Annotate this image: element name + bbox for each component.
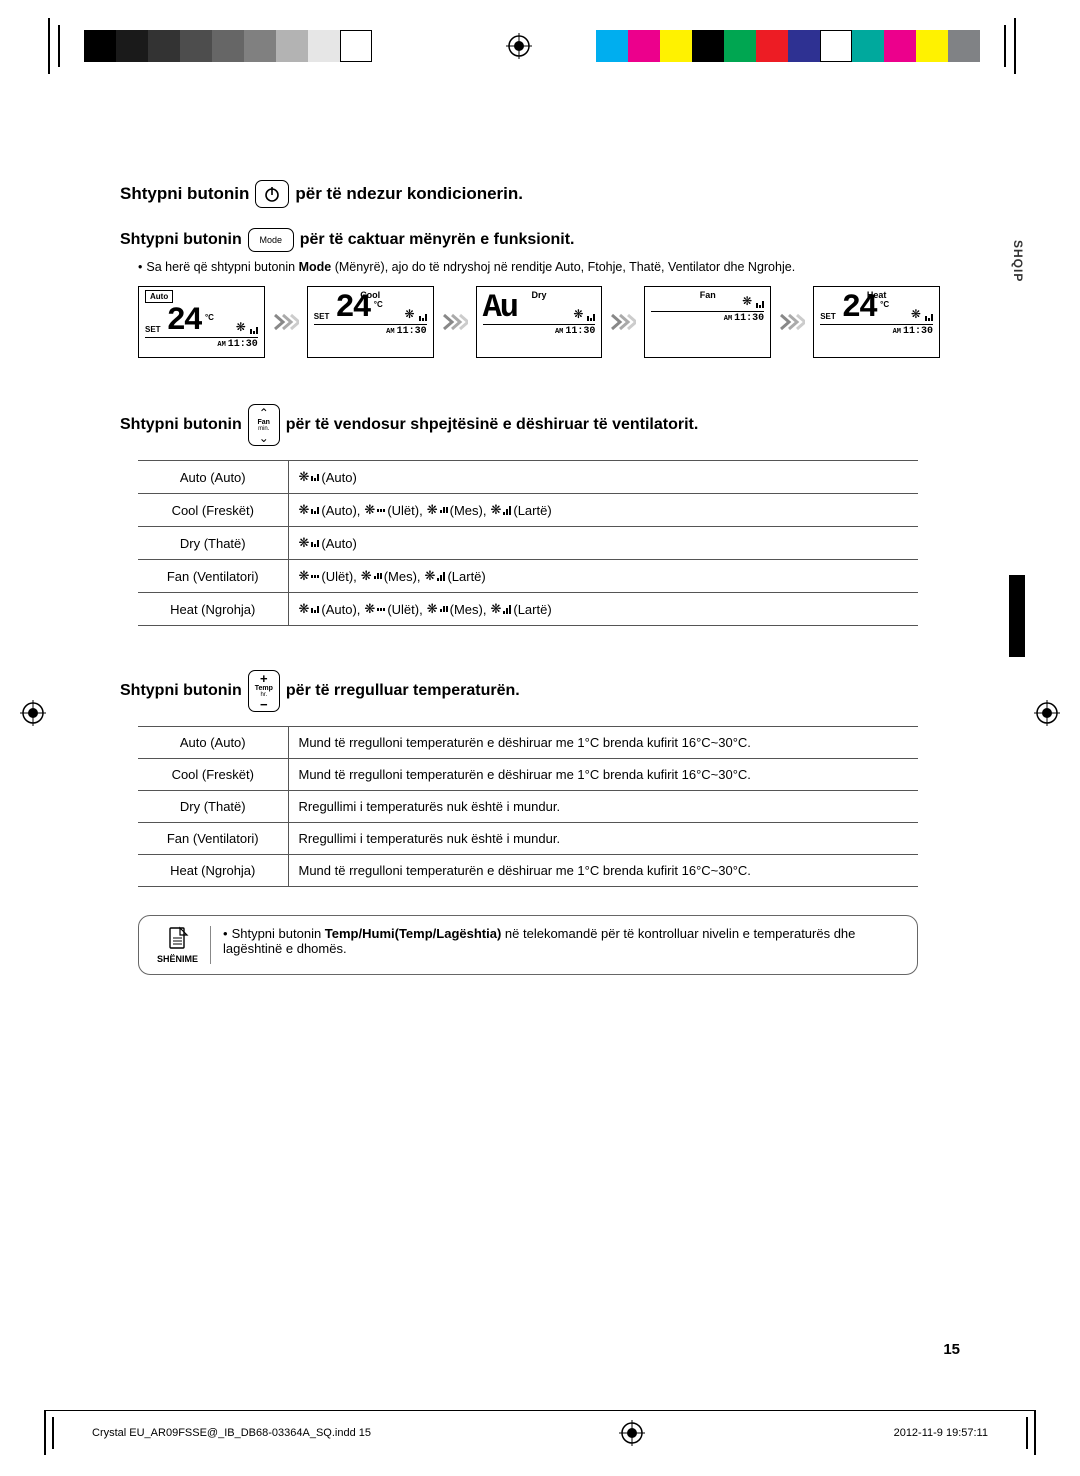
footer-timestamp: 2012-11-9 19:57:11 bbox=[894, 1427, 988, 1439]
text: Shtypni butonin bbox=[120, 416, 242, 434]
power-button-icon bbox=[255, 180, 289, 208]
printer-color-bar bbox=[44, 18, 1036, 74]
footer-filename: Crystal EU_AR09FSSE@_IB_DB68-03364A_SQ.i… bbox=[92, 1427, 371, 1439]
arrow-icon bbox=[273, 309, 299, 335]
fan-button-icon: ⌃ Fan min. ⌄ bbox=[248, 404, 280, 446]
language-tab: SHQIP bbox=[1011, 240, 1025, 282]
mode-button-icon: Mode bbox=[248, 228, 294, 252]
arrow-icon bbox=[442, 309, 468, 335]
note-body: •Shtypni butonin Temp/Humi(Temp/Lagështi… bbox=[223, 926, 903, 964]
temp-label: Temp bbox=[255, 685, 273, 692]
table-row: Dry (Thatë)Rregullimi i temperaturës nuk… bbox=[138, 791, 918, 823]
table-row: Auto (Auto)Mund të rregulloni temperatur… bbox=[138, 727, 918, 759]
text: Shtypni butonin bbox=[120, 184, 249, 204]
temp-button-icon: + Temp hr. − bbox=[248, 670, 280, 712]
instruction-temp: Shtypni butonin + Temp hr. − për të rreg… bbox=[120, 670, 940, 712]
instruction-mode-detail: •Sa herë që shtypni butonin Mode (Mënyrë… bbox=[138, 260, 940, 274]
arrow-icon bbox=[779, 309, 805, 335]
table-row: Cool (Freskët)❋ (Auto),❋ (Ulët),❋ (Mes),… bbox=[138, 494, 918, 527]
mode-panel-dry: DryAu❋ AM11:30 bbox=[476, 286, 603, 358]
text: për të vendosur shpejtësinë e dëshiruar … bbox=[286, 416, 699, 434]
note-icon: SHËNIME bbox=[153, 926, 211, 964]
instruction-mode: Shtypni butonin Mode për të caktuar mëny… bbox=[120, 228, 940, 252]
note-box: SHËNIME •Shtypni butonin Temp/Humi(Temp/… bbox=[138, 915, 918, 975]
text: Shtypni butonin bbox=[120, 682, 242, 700]
instruction-fan: Shtypni butonin ⌃ Fan min. ⌄ për të vend… bbox=[120, 404, 940, 446]
mode-panel-fan: Fan❋ AM11:30 bbox=[644, 286, 771, 358]
mode-panel-heat: HeatSET24°C❋ AM11:30 bbox=[813, 286, 940, 358]
table-row: Dry (Thatë)❋ (Auto) bbox=[138, 527, 918, 560]
fan-label: Fan bbox=[258, 419, 270, 426]
mode-panel-cool: CoolSET24°C❋ AM11:30 bbox=[307, 286, 434, 358]
mode-panel-auto: AutoSET24°C❋ AM11:30 bbox=[138, 286, 265, 358]
text: Shtypni butonin bbox=[120, 231, 242, 249]
page-number: 15 bbox=[943, 1341, 960, 1358]
table-row: Heat (Ngrohja)❋ (Auto),❋ (Ulët),❋ (Mes),… bbox=[138, 593, 918, 626]
text: për të caktuar mënyrën e funksionit. bbox=[300, 231, 575, 249]
arrow-icon bbox=[610, 309, 636, 335]
registration-mark-bottom bbox=[619, 1420, 645, 1446]
fan-speed-table: Auto (Auto)❋ (Auto)Cool (Freskët)❋ (Auto… bbox=[138, 460, 918, 626]
table-row: Heat (Ngrohja)Mund të rregulloni tempera… bbox=[138, 855, 918, 887]
registration-mark-top bbox=[506, 33, 532, 59]
print-footer: Crystal EU_AR09FSSE@_IB_DB68-03364A_SQ.i… bbox=[44, 1410, 1036, 1454]
text: për të rregulluar temperaturën. bbox=[286, 682, 520, 700]
text: për të ndezur kondicionerin. bbox=[295, 184, 523, 204]
table-row: Fan (Ventilatori)❋ (Ulët),❋ (Mes),❋ (Lar… bbox=[138, 560, 918, 593]
note-head-label: SHËNIME bbox=[157, 954, 198, 964]
table-row: Fan (Ventilatori)Rregullimi i temperatur… bbox=[138, 823, 918, 855]
side-index-mark bbox=[1009, 575, 1025, 657]
mode-cycle-strip: AutoSET24°C❋ AM11:30 CoolSET24°C❋ AM11:30… bbox=[138, 286, 940, 358]
registration-mark-left bbox=[20, 700, 46, 726]
table-row: Auto (Auto)❋ (Auto) bbox=[138, 461, 918, 494]
table-row: Cool (Freskët)Mund të rregulloni tempera… bbox=[138, 759, 918, 791]
instruction-power: Shtypni butonin për të ndezur kondicione… bbox=[120, 180, 940, 208]
registration-mark-right bbox=[1034, 700, 1060, 726]
temperature-table: Auto (Auto)Mund të rregulloni temperatur… bbox=[138, 726, 918, 887]
